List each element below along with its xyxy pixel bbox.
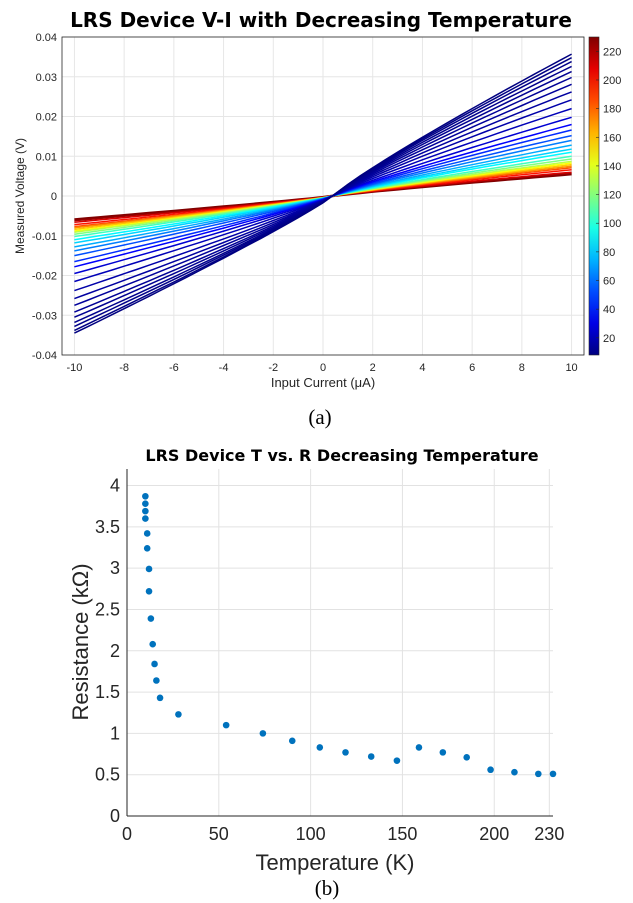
chart-b-data-point — [259, 730, 267, 737]
chart-b-data-point — [149, 640, 157, 648]
chart-a-title: LRS Device V-I with Decreasing Temperatu… — [70, 8, 572, 32]
chart-a-x-tick-label: -6 — [169, 362, 179, 374]
chart-a-y-axis-label: Measured Voltage (V) — [13, 138, 27, 254]
chart-b-points-group — [142, 492, 557, 778]
caption-b: (b) — [315, 876, 340, 900]
chart-b-data-point — [511, 768, 518, 776]
chart-b-data-point — [143, 545, 151, 552]
chart-b-data-point — [487, 766, 494, 774]
chart-b-data-point — [222, 721, 230, 729]
chart-temperature-resistance: LRS Device T vs. R Decreasing Temperatur… — [68, 446, 564, 875]
chart-a-series-line — [74, 53, 572, 334]
chart-a-x-tick-label: 8 — [519, 362, 525, 374]
chart-a-x-tick-label: -8 — [119, 362, 129, 374]
chart-b-data-point — [142, 500, 149, 508]
chart-b-data-point — [147, 615, 155, 622]
chart-b-y-tick-label: 3.5 — [95, 517, 120, 537]
chart-b-data-point — [153, 677, 160, 684]
chart-b-data-point — [175, 711, 182, 718]
caption-a: (a) — [308, 405, 331, 429]
chart-b-data-point — [145, 587, 153, 595]
chart-a-colorbar-tick-label: 40 — [603, 304, 615, 316]
chart-a-colorbar-bar — [588, 36, 600, 356]
chart-a-x-tick-label: 6 — [469, 362, 475, 374]
chart-a-y-tick-label: 0.03 — [36, 72, 57, 84]
chart-a-colorbar: 20 40 60 80 100 120 140 160 180 200 220 — [588, 36, 621, 356]
chart-b-data-point — [342, 749, 349, 756]
chart-b-data-point — [549, 770, 557, 778]
chart-b-y-tick-label: 1 — [110, 723, 120, 743]
chart-b-x-ticks: 0 50 100 150 200 230 — [122, 824, 564, 844]
chart-b-data-point — [142, 515, 149, 522]
chart-a-x-ticks: -10 -8 -6 -4 -2 0 2 4 6 8 10 — [66, 362, 577, 374]
chart-voltage-current: LRS Device V-I with Decreasing Temperatu… — [13, 8, 621, 390]
chart-b-y-tick-label: 2.5 — [95, 599, 120, 619]
chart-a-colorbar-tick-label: 80 — [603, 247, 615, 259]
chart-a-colorbar-tick-label: 180 — [603, 104, 621, 116]
chart-b-data-point — [393, 757, 401, 764]
chart-a-x-tick-label: 2 — [370, 362, 376, 374]
chart-b-x-tick-label: 50 — [209, 824, 229, 844]
chart-a-x-tick-label: 0 — [320, 362, 326, 374]
chart-b-y-tick-label: 0 — [110, 806, 120, 826]
chart-b-y-tick-label: 0.5 — [95, 765, 120, 785]
chart-a-x-tick-label: -10 — [66, 362, 82, 374]
chart-b-x-tick-label: 230 — [534, 824, 564, 844]
chart-b-data-point — [316, 744, 324, 751]
chart-a-y-ticks: -0.04 -0.03 -0.02 -0.01 0 0.01 0.02 0.03 0.04 — [32, 32, 57, 362]
chart-a-series-group — [74, 53, 572, 334]
chart-a-y-tick-label: -0.04 — [32, 350, 57, 362]
chart-b-y-tick-label: 2 — [110, 641, 120, 661]
chart-b-x-tick-label: 200 — [479, 824, 509, 844]
chart-a-x-tick-label: 10 — [565, 362, 577, 374]
chart-a-x-tick-label: -4 — [219, 362, 229, 374]
chart-b-y-ticks: 0 0.5 1 1.5 2 2.5 3 3.5 4 — [95, 476, 120, 826]
chart-a-colorbar-tick-label: 120 — [603, 190, 621, 202]
chart-b-data-point — [439, 749, 447, 756]
chart-a-y-tick-label: -0.01 — [32, 231, 57, 243]
chart-b-x-tick-label: 100 — [296, 824, 326, 844]
chart-b-y-tick-label: 1.5 — [95, 682, 120, 702]
chart-a-y-tick-label: 0.02 — [36, 112, 57, 124]
chart-a-y-tick-label: -0.03 — [32, 310, 57, 322]
chart-b-plot-area — [127, 469, 553, 816]
chart-a-colorbar-tick-label: 60 — [603, 276, 615, 288]
chart-a-x-axis-label: Input Current (μA) — [271, 375, 375, 390]
chart-a-colorbar-tick-label: 220 — [603, 46, 621, 58]
chart-a-colorbar-tick-label: 200 — [603, 75, 621, 87]
chart-b-data-point — [367, 753, 375, 760]
chart-b-data-point — [535, 770, 542, 778]
chart-a-y-tick-label: 0 — [51, 191, 57, 203]
chart-a-colorbar-tick-label: 160 — [603, 132, 621, 144]
chart-b-x-tick-label: 150 — [387, 824, 417, 844]
chart-b-x-tick-label: 0 — [122, 824, 132, 844]
chart-b-data-point — [142, 492, 149, 500]
chart-b-data-point — [156, 694, 164, 702]
chart-b-data-point — [143, 530, 151, 537]
chart-a-y-tick-label: -0.02 — [32, 271, 57, 283]
chart-b-data-point — [288, 737, 296, 745]
chart-b-data-point — [142, 507, 149, 515]
chart-a-colorbar-tick-label: 140 — [603, 161, 621, 173]
chart-b-data-point — [463, 754, 470, 761]
chart-a-y-tick-label: 0.01 — [36, 151, 57, 163]
chart-b-y-tick-label: 4 — [110, 476, 120, 496]
chart-b-title: LRS Device T vs. R Decreasing Temperatur… — [145, 446, 538, 465]
chart-a-colorbar-tick-label: 20 — [603, 333, 615, 345]
chart-b-x-axis-label: Temperature (K) — [256, 850, 415, 875]
chart-a-x-tick-label: 4 — [419, 362, 425, 374]
chart-b-y-axis-label: Resistance (kΩ) — [68, 563, 93, 720]
chart-a-colorbar-tick-label: 100 — [603, 218, 621, 230]
chart-b-data-point — [145, 565, 153, 573]
chart-b-data-point — [151, 660, 158, 668]
chart-b-data-point — [415, 744, 423, 751]
chart-b-y-tick-label: 3 — [110, 558, 120, 578]
chart-a-y-tick-label: 0.04 — [36, 32, 57, 44]
chart-a-x-tick-label: -2 — [268, 362, 278, 374]
chart-a-frame — [61, 36, 585, 356]
